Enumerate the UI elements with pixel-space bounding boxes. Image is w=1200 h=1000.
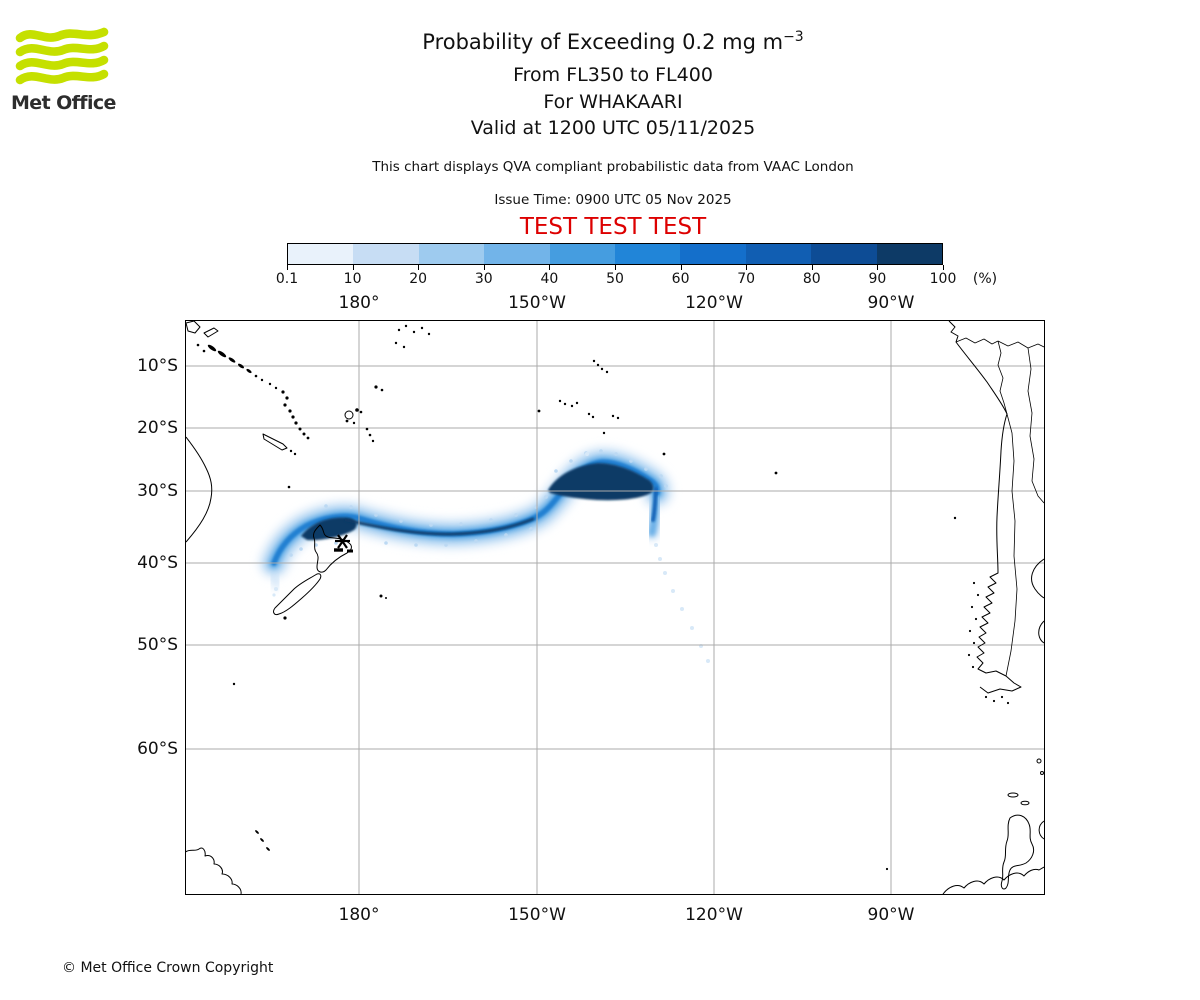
colorbar-cell [288, 244, 354, 264]
south-america-borders [955, 337, 1044, 677]
title-superscript: −3 [783, 29, 804, 45]
volcano-source-marker [334, 534, 353, 553]
colorbar-tick [680, 265, 682, 270]
colorbar-tick-label: 80 [802, 271, 821, 287]
met-office-logo-text: Met Office [11, 92, 116, 114]
antarctica-coast-sw [186, 847, 242, 894]
colorbar-tick-label: 70 [737, 271, 756, 287]
colorbar-cell [680, 244, 746, 264]
argentina-atlantic-coast [1031, 558, 1044, 599]
left-axis-label-20s: 20°S [137, 418, 178, 438]
colorbar-tick-label: 60 [671, 271, 690, 287]
new-zealand-south-island [273, 573, 322, 615]
colorbar-tick [483, 265, 485, 270]
met-office-logo [14, 26, 110, 94]
ash-probability-plume [272, 449, 710, 663]
south-america-coast [948, 321, 1022, 694]
plume-speckles [289, 449, 668, 557]
probability-colorbar: 0.1 10 20 30 40 50 60 70 80 90 100 (%) [276, 243, 997, 287]
antarctica-coast-se [942, 866, 1044, 894]
fiji [344, 410, 354, 420]
left-axis-label-30s: 30°S [137, 481, 178, 501]
colorbar-cell [745, 244, 812, 264]
colorbar-tick [615, 265, 616, 270]
colorbar-cell [353, 244, 419, 264]
met-office-waves-icon [15, 27, 109, 85]
map-svg [186, 321, 1044, 894]
antarctic-peninsula [1000, 814, 1035, 890]
page-title: Probability of Exceeding 0.2 mg m−3 [422, 29, 804, 54]
test-banner: TEST TEST TEST [519, 214, 707, 240]
left-axis-label-60s: 60°S [137, 739, 178, 759]
issue-time: Issue Time: 0900 UTC 05 Nov 2025 [494, 192, 732, 208]
colorbar-tick [418, 265, 420, 270]
top-axis-label-90w: 90°W [867, 293, 915, 313]
bottom-axis-label-180: 180° [338, 905, 380, 925]
left-axis-label-40s: 40°S [137, 553, 178, 573]
colorbar-tick-label: 50 [606, 271, 624, 287]
new-guinea-fragment [186, 321, 201, 334]
graticule [186, 321, 1044, 894]
colorbar-unit-label: (%) [972, 271, 998, 287]
colorbar-tick [352, 265, 354, 270]
colorbar-tick-label: 0.1 [275, 271, 299, 287]
colorbar-tick-label: 10 [343, 271, 362, 287]
antarctic-island [1007, 792, 1019, 798]
subtitle-flight-levels: From FL350 to FL400 [513, 64, 713, 86]
subtitle-volcano: For WHAKAARI [543, 91, 683, 113]
colorbar-cell [876, 244, 943, 264]
coastlines [186, 321, 1044, 894]
left-axis-label-10s: 10°S [137, 356, 178, 376]
bottom-axis-label-90w: 90°W [867, 905, 915, 925]
top-axis-label-120w: 120°W [685, 293, 743, 313]
colorbar-tick-label: 30 [474, 271, 493, 287]
colorbar-cells [287, 243, 943, 265]
island-specks [196, 324, 1010, 871]
colorbar-tick [549, 265, 551, 270]
colorbar-tick [746, 265, 748, 270]
colorbar-cell [418, 244, 485, 264]
australia-east-coast [186, 436, 213, 543]
bottom-axis-label-150w: 150°W [508, 905, 566, 925]
subtitle-valid-time: Valid at 1200 UTC 05/11/2025 [470, 117, 756, 139]
colorbar-cell [549, 244, 616, 264]
plume-source-core [301, 517, 357, 541]
colorbar-tick [943, 265, 944, 270]
map-panel: 180° 150°W 120°W 90°W 180° 150°W 120°W 9… [137, 293, 1045, 925]
colorbar-tick [811, 265, 813, 270]
copyright-notice: © Met Office Crown Copyright [62, 960, 274, 976]
colorbar-tick [287, 265, 288, 270]
colorbar-cell [811, 244, 877, 264]
qva-description: This chart displays QVA compliant probab… [372, 159, 854, 175]
top-axis-label-180: 180° [338, 293, 380, 313]
colorbar-cell [615, 244, 681, 264]
colorbar-tick-label: 90 [868, 271, 887, 287]
bottom-axis-label-120w: 120°W [685, 905, 743, 925]
colorbar-tick-label: 100 [929, 271, 957, 287]
colorbar-tick-label: 20 [409, 271, 428, 287]
colorbar-cell [484, 244, 550, 264]
new-caledonia [262, 433, 288, 451]
colorbar-tick [877, 265, 879, 270]
top-axis-label-150w: 150°W [508, 293, 566, 313]
left-axis-label-50s: 50°S [137, 635, 178, 655]
new-zealand-north-island [313, 524, 352, 573]
plume-trail-speckles [272, 452, 710, 663]
colorbar-tick-label: 40 [540, 271, 559, 287]
